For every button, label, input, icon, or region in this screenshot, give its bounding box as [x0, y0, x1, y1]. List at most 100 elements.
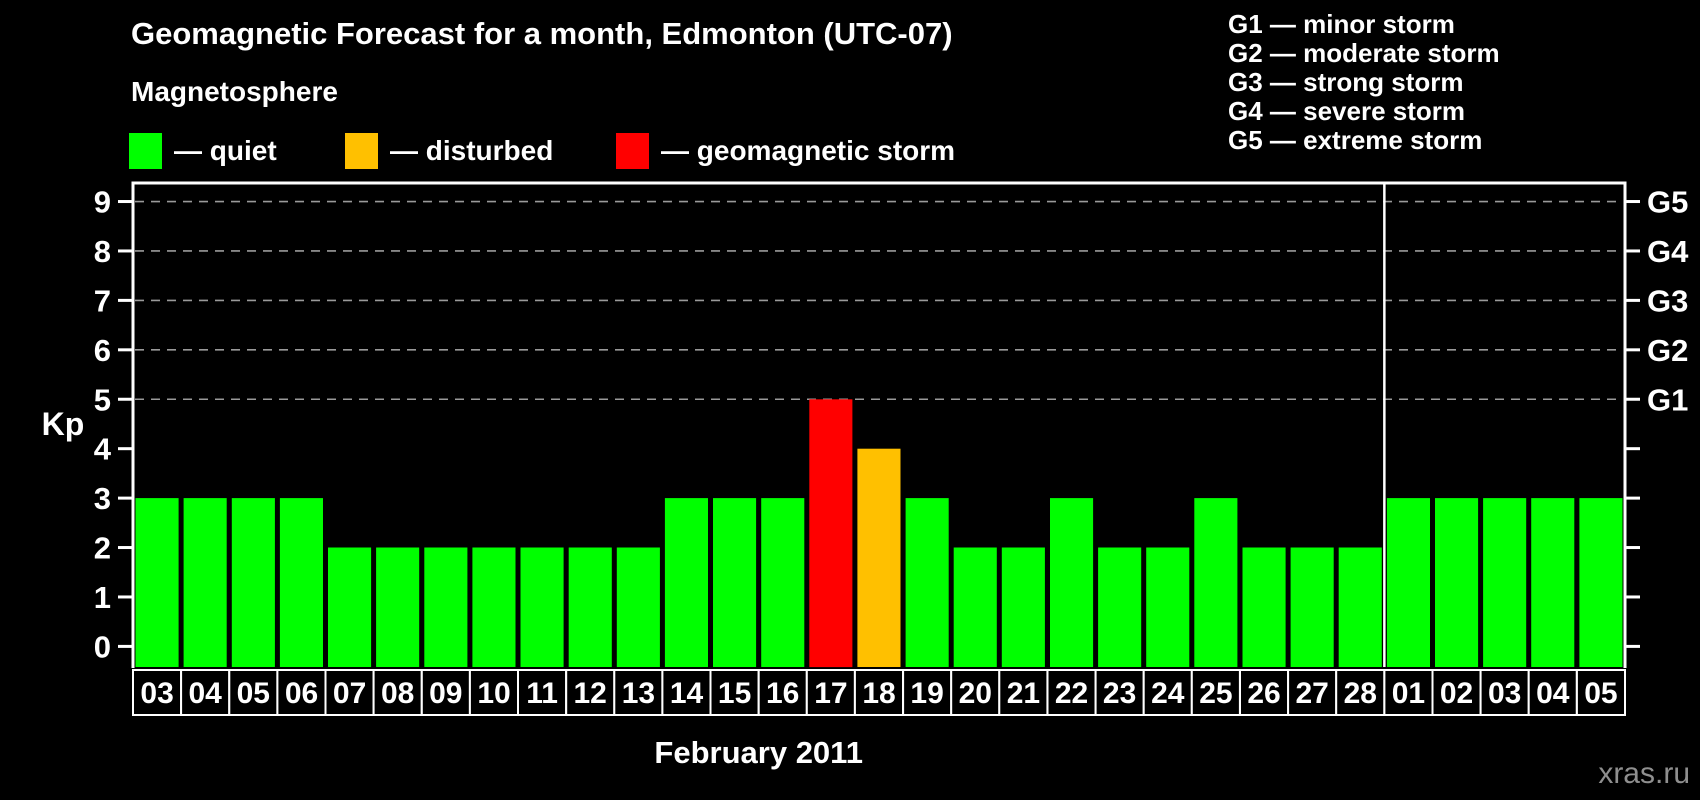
day-label: 17 [814, 677, 847, 710]
kp-axis-tick-label: 4 [94, 432, 112, 467]
kp-bar [376, 547, 420, 667]
day-label: 03 [1488, 677, 1521, 710]
kp-bar [1483, 498, 1527, 667]
day-label: 14 [670, 677, 704, 710]
day-label-box [1094, 669, 1145, 716]
day-label: 04 [189, 677, 223, 710]
day-label: 05 [237, 677, 270, 710]
day-label-box [180, 669, 231, 716]
legend-item-disturbed: — disturbed [345, 131, 553, 171]
storm-scale-g2: G2 — moderate storm [1228, 38, 1500, 68]
kp-bar [568, 547, 612, 667]
day-label: 04 [1536, 677, 1570, 710]
day-label: 11 [526, 677, 558, 710]
kp-axis-tick-label: 0 [94, 629, 111, 664]
kp-axis-tick-label: 5 [94, 382, 111, 417]
kp-bar [1050, 498, 1094, 667]
day-label: 18 [862, 677, 895, 710]
kp-axis-tick-label: 2 [94, 531, 111, 566]
kp-bar [1338, 547, 1382, 667]
kp-bar [231, 498, 275, 667]
day-label-box [805, 669, 856, 716]
storm-scale-g1: G1 — minor storm [1228, 9, 1455, 39]
kp-axis-tick-label: 3 [94, 481, 111, 516]
day-label-box [709, 669, 760, 716]
day-label-box [372, 669, 423, 716]
kp-bar [183, 498, 227, 667]
day-label: 10 [477, 677, 510, 710]
storm-color-swatch [616, 133, 649, 169]
day-label-box [613, 669, 664, 716]
kp-bar [1386, 498, 1430, 667]
day-label: 03 [140, 677, 173, 710]
day-label: 24 [1151, 677, 1185, 710]
kp-bar [135, 498, 179, 667]
kp-bar [809, 399, 853, 668]
kp-bar [664, 498, 708, 667]
day-label: 08 [381, 677, 414, 710]
day-label-box [228, 669, 279, 716]
watermark: xras.ru [1598, 757, 1690, 790]
day-label: 15 [718, 677, 751, 710]
g-axis-tick-label: G2 [1647, 333, 1688, 368]
day-label-box [1287, 669, 1338, 716]
kp-bar [616, 547, 660, 667]
day-label: 12 [574, 677, 607, 710]
g-axis-tick-label: G1 [1647, 382, 1688, 417]
kp-bar [1579, 498, 1623, 667]
day-label: 28 [1344, 677, 1377, 710]
g-axis-tick-label: G3 [1647, 283, 1688, 318]
day-label-box [1142, 669, 1193, 716]
y-axis-title: Kp [42, 406, 85, 442]
kp-bar [713, 498, 757, 667]
day-label: 23 [1103, 677, 1136, 710]
legend-label-disturbed: — disturbed [390, 135, 554, 166]
kp-bar [1146, 547, 1190, 667]
kp-bar [1531, 498, 1575, 667]
legend-label-quiet: — quiet [174, 135, 277, 166]
day-label: 16 [766, 677, 799, 710]
day-label: 21 [1007, 677, 1040, 710]
day-label: 25 [1199, 677, 1232, 710]
legend-item-quiet: — quiet [129, 131, 277, 171]
page-title: Geomagnetic Forecast for a month, Edmont… [131, 16, 953, 51]
kp-bar [520, 547, 564, 667]
kp-bar [761, 498, 805, 667]
day-label: 19 [910, 677, 943, 710]
storm-scale-g4: G4 — severe storm [1228, 96, 1466, 126]
kp-bar [472, 547, 516, 667]
kp-axis-tick-label: 8 [94, 234, 111, 269]
day-label: 20 [959, 677, 992, 710]
x-axis-title: February 2011 [654, 735, 863, 770]
kp-bar [857, 448, 901, 667]
day-label: 26 [1247, 677, 1280, 710]
kp-bar [1435, 498, 1479, 667]
kp-bar [1098, 547, 1142, 667]
day-label: 05 [1584, 677, 1617, 710]
kp-bar [953, 547, 997, 667]
day-label-box [468, 669, 519, 716]
day-label-box [998, 669, 1049, 716]
g-axis-tick-label: G5 [1647, 185, 1688, 220]
day-label: 27 [1296, 677, 1329, 710]
kp-bar [424, 547, 468, 667]
day-label-box [1190, 669, 1241, 716]
disturbed-color-swatch [345, 133, 378, 169]
day-label: 09 [429, 677, 462, 710]
day-label-box [902, 669, 953, 716]
day-label-box [276, 669, 327, 716]
day-label: 13 [622, 677, 655, 710]
storm-scale-legend: G1 — minor storm G2 — moderate storm G3 … [1228, 10, 1500, 155]
kp-bar [905, 498, 949, 667]
day-label: 22 [1055, 677, 1088, 710]
day-label-box [132, 669, 183, 716]
kp-bar [1001, 547, 1045, 667]
day-label-box [1046, 669, 1097, 716]
kp-axis-tick-label: 9 [94, 185, 111, 220]
plot-border [131, 181, 1627, 668]
g-axis-tick-label: G4 [1647, 234, 1689, 269]
day-label: 06 [285, 677, 318, 710]
kp-bar [1242, 547, 1286, 667]
